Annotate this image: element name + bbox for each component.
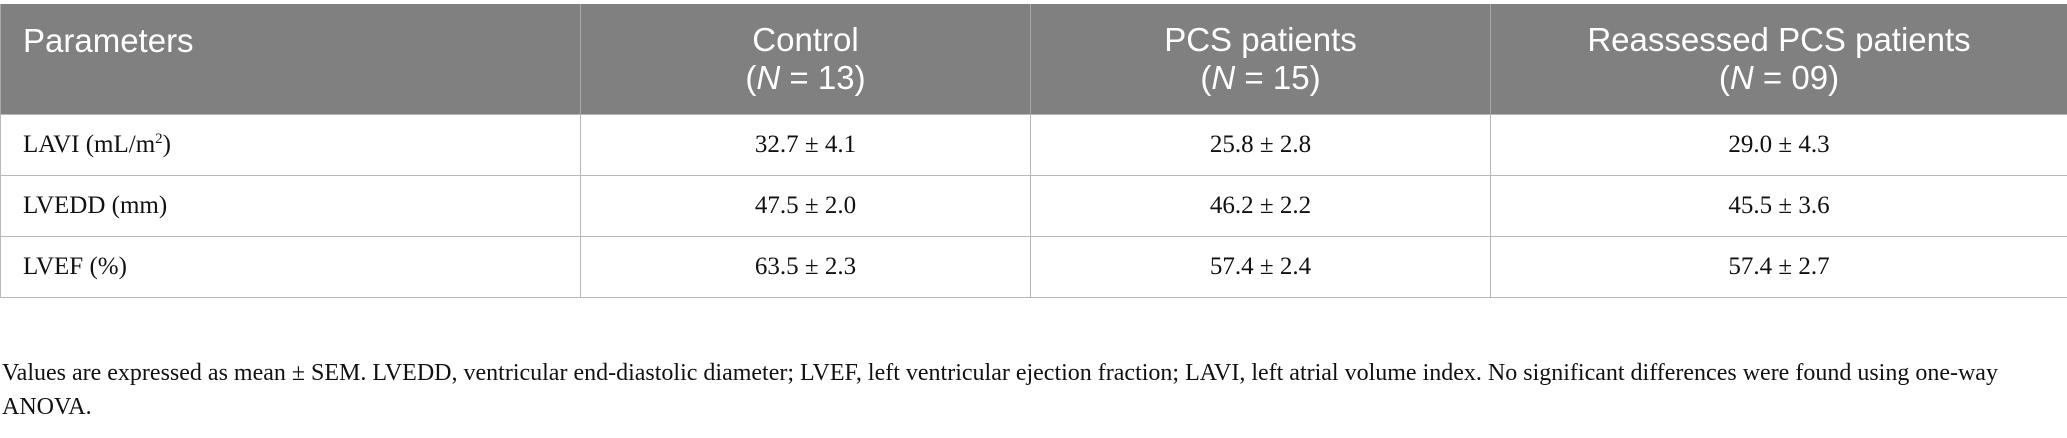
- header-pcs-label: PCS patients: [1164, 21, 1357, 58]
- cell-value: 57.4 ± 2.7: [1490, 236, 2067, 298]
- row-label-sup: 2: [155, 131, 163, 147]
- cell-value: 63.5 ± 2.3: [580, 236, 1031, 298]
- cell-value: 45.5 ± 3.6: [1490, 175, 2067, 237]
- table-header: Parameters Control (N = 13) PCS patients…: [0, 4, 2067, 115]
- table-body: LAVI (mL/m2) 32.7 ± 4.1 25.8 ± 2.8 29.0 …: [0, 114, 2067, 298]
- n-symbol: N: [1211, 59, 1236, 96]
- table-row: LAVI (mL/m2) 32.7 ± 4.1 25.8 ± 2.8 29.0 …: [0, 114, 2067, 176]
- cell-value: 57.4 ± 2.4: [1030, 236, 1491, 298]
- n-value: = 15: [1235, 59, 1310, 96]
- cell-value: 32.7 ± 4.1: [580, 114, 1031, 176]
- row-label-lvedd: LVEDD (mm): [0, 175, 581, 237]
- cell-value: 29.0 ± 4.3: [1490, 114, 2067, 176]
- n-symbol: N: [1729, 59, 1754, 96]
- parameters-table: Parameters Control (N = 13) PCS patients…: [0, 4, 2067, 298]
- header-reassessed-pcs: Reassessed PCS patients (N = 09): [1490, 4, 2067, 115]
- header-row: Parameters Control (N = 13) PCS patients…: [0, 4, 2067, 115]
- data-table-container: Parameters Control (N = 13) PCS patients…: [0, 4, 2067, 298]
- header-reassessed-label: Reassessed PCS patients: [1587, 21, 1971, 58]
- cell-value: 25.8 ± 2.8: [1030, 114, 1491, 176]
- header-control-n: (N = 13): [745, 59, 866, 96]
- header-control-label: Control: [752, 21, 859, 58]
- table-footnote: Values are expressed as mean ± SEM. LVED…: [2, 360, 1998, 420]
- row-label-text: LAVI (mL/m: [23, 131, 156, 158]
- header-parameters: Parameters: [0, 4, 581, 115]
- n-value: = 13: [780, 59, 855, 96]
- row-label-text: LVEDD (mm): [23, 192, 168, 219]
- header-pcs-n: (N = 15): [1200, 59, 1321, 96]
- header-control: Control (N = 13): [580, 4, 1031, 115]
- row-label-tail: ): [162, 131, 171, 158]
- row-label-lavi: LAVI (mL/m2): [0, 114, 581, 176]
- header-reassessed-n: (N = 09): [1718, 59, 1840, 96]
- header-pcs-patients: PCS patients (N = 15): [1030, 4, 1491, 115]
- header-parameters-label: Parameters: [23, 22, 194, 59]
- n-symbol: N: [756, 59, 781, 96]
- cell-value: 47.5 ± 2.0: [580, 175, 1031, 237]
- table-row: LVEDD (mm) 47.5 ± 2.0 46.2 ± 2.2 45.5 ± …: [0, 175, 2067, 237]
- row-label-lvef: LVEF (%): [0, 236, 581, 298]
- n-value: = 09: [1753, 59, 1829, 96]
- row-label-text: LVEF (%): [23, 253, 127, 280]
- table-row: LVEF (%) 63.5 ± 2.3 57.4 ± 2.4 57.4 ± 2.…: [0, 236, 2067, 298]
- cell-value: 46.2 ± 2.2: [1030, 175, 1491, 237]
